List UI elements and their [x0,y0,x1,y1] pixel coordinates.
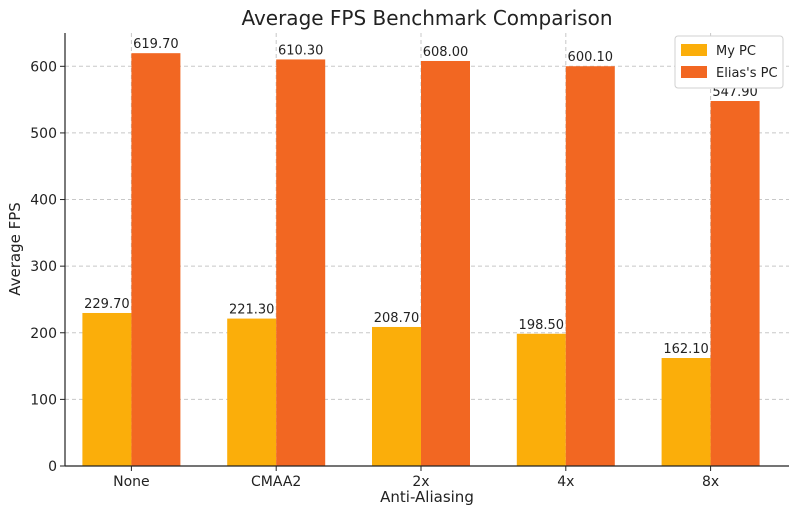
bar-value-label: 162.10 [663,342,709,357]
bar-elias-pc [131,53,181,467]
y-tick-label: 500 [30,126,57,142]
bar-value-label: 608.00 [423,45,469,60]
data-labels: 229.70 221.30 208.70 198.50 162.10 619.70 610.… [84,37,758,357]
bar-my-pc [82,312,132,466]
legend-swatch-my-pc [681,44,707,56]
bar-value-label: 229.70 [84,297,130,312]
bars [82,53,760,467]
legend: My PC Elias's PC [674,35,784,89]
bar-value-label: 221.30 [229,303,275,318]
legend-label-elias-pc: Elias's PC [716,66,778,81]
bar-my-pc [372,326,421,466]
y-ticks: 0 100 200 300 400 500 600 [30,59,65,475]
y-tick-label: 600 [30,59,57,75]
bar-value-label: 208.70 [374,311,420,326]
x-tick-label: 8x [702,474,719,490]
x-tick-label: 4x [557,474,574,490]
bar-elias-pc [565,66,615,466]
bar-elias-pc [421,60,470,467]
y-tick-label: 200 [30,326,57,342]
x-ticks: None CMAA2 2x 4x 8x [113,466,719,490]
y-axis-label: Average FPS [6,202,24,296]
bar-value-label: 619.70 [133,37,179,52]
y-tick-label: 100 [30,392,57,408]
bar-elias-pc [710,101,760,466]
bar-value-label: 547.90 [712,85,758,100]
chart-title: Average FPS Benchmark Comparison [241,6,612,30]
bar-value-label: 600.10 [568,50,614,65]
y-tick-label: 400 [30,193,57,209]
x-axis-label: Anti-Aliasing [380,488,474,506]
x-tick-label: 2x [412,474,429,490]
x-tick-label: CMAA2 [251,474,301,490]
bar-my-pc [516,333,566,466]
bar-elias-pc [276,59,326,466]
axes [64,33,789,467]
x-tick-label: None [113,474,150,490]
y-tick-label: 0 [48,459,57,475]
bar-my-pc [227,318,277,466]
y-tick-label: 300 [30,259,57,275]
legend-label-my-pc: My PC [716,44,756,59]
legend-swatch-elias-pc [681,66,707,78]
bar-my-pc [661,358,711,466]
bar-value-label: 198.50 [519,318,565,333]
bar-value-label: 610.30 [278,43,324,58]
